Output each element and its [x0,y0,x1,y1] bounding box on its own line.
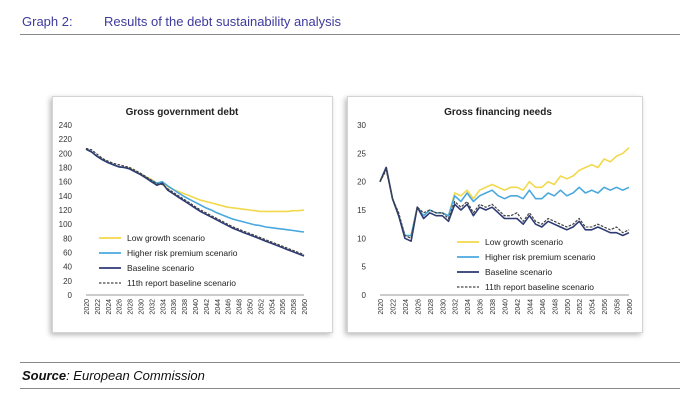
legend-label: Baseline scenario [127,263,194,273]
series-line-overlay-4 [85,147,305,256]
y-tick-label: 5 [362,263,367,272]
x-tick-label: 2020 [84,299,91,315]
legend-label: 11th report baseline scenario [127,278,236,288]
top-rule [20,34,680,35]
x-tick-label: 2036 [478,299,485,315]
y-tick-label: 180 [59,164,73,173]
y-tick-label: 10 [357,234,366,243]
x-tick-label: 2028 [428,299,435,315]
y-tick-label: 40 [63,263,72,272]
source-text: : European Commission [66,368,205,383]
x-tick-label: 2030 [440,299,447,315]
x-tick-label: 2022 [390,299,397,315]
y-tick-label: 60 [63,249,72,258]
series-line-4 [379,169,630,239]
y-tick-label: 20 [357,178,366,187]
y-tick-label: 220 [59,135,73,144]
x-tick-label: 2024 [403,299,410,315]
x-tick-label: 2036 [171,299,178,315]
series-line-1 [379,147,630,237]
x-tick-label: 2058 [291,299,298,315]
y-tick-label: 100 [59,220,73,229]
y-tick-label: 140 [59,192,73,201]
x-tick-label: 2026 [117,299,124,315]
y-tick-label: 80 [63,234,72,243]
x-tick-label: 2042 [204,299,211,315]
chart-title: Gross financing needs [444,107,552,118]
x-tick-label: 2020 [378,299,385,315]
graph-title-text: Results of the debt sustainability analy… [104,14,342,29]
x-tick-label: 2040 [503,299,510,315]
y-tick-label: 15 [357,206,366,215]
series-line-2 [379,166,630,237]
legend-label: Higher risk premium scenario [127,248,238,258]
series-line-3 [379,166,630,242]
x-tick-label: 2056 [602,299,609,315]
y-tick-label: 120 [59,206,73,215]
y-tick-label: 0 [362,291,367,300]
y-tick-label: 20 [63,277,72,286]
series-line-overlay-4 [379,168,630,240]
gfn-chart-panel [347,96,643,333]
x-tick-label: 2032 [149,299,156,315]
chart-title: Gross government debt [126,107,239,118]
y-tick-label: 30 [357,121,366,130]
debt-chart-panel [52,96,333,333]
graph-number: Graph 2: [22,14,73,29]
x-tick-label: 2030 [139,299,146,315]
x-tick-label: 2054 [269,299,276,315]
x-tick-label: 2034 [465,299,472,315]
y-tick-label: 0 [68,291,73,300]
x-tick-label: 2042 [515,299,522,315]
x-tick-label: 2048 [552,299,559,315]
series-line-2 [85,148,305,233]
series-line-3 [85,148,305,257]
gross-financing-needs-chart: Gross financing needs 0 5 10 15 20 25 30 2020 202… [357,107,634,315]
legend-label: Low growth scenario [485,237,563,247]
y-tick-label: 25 [357,149,366,158]
graph-title: Graph 2: Results of the debt sustainabili… [22,14,341,29]
source-label: Source [22,368,67,383]
gross-government-debt-chart: Gross government debt0204060801001201401… [59,107,309,315]
x-tick-label: 2060 [302,299,309,315]
x-tick-label: 2046 [540,299,547,315]
x-tick-label: 2022 [95,299,102,315]
x-tick-label: 2040 [193,299,200,315]
legend-label: Baseline scenario [485,267,552,277]
x-tick-label: 2056 [280,299,287,315]
x-tick-label: 2024 [106,299,113,315]
x-tick-label: 2050 [248,299,255,315]
y-tick-label: 200 [59,149,73,158]
legend-label: 11th report baseline scenario [485,282,594,292]
x-tick-label: 2044 [215,299,222,315]
x-tick-label: 2032 [453,299,460,315]
x-tick-label: 2038 [182,299,189,315]
y-tick-label: 160 [59,178,73,187]
x-tick-label: 2028 [128,299,135,315]
x-tick-label: 2046 [226,299,233,315]
x-tick-label: 2050 [565,299,572,315]
legend-label: Higher risk premium scenario [485,252,596,262]
x-tick-label: 2048 [237,299,244,315]
x-tick-label: 2054 [590,299,597,315]
x-tick-label: 2052 [258,299,265,315]
x-tick-label: 2044 [527,299,534,315]
x-tick-label: 2060 [627,299,634,315]
x-tick-label: 2034 [160,299,167,315]
x-tick-label: 2058 [615,299,622,315]
x-tick-label: 2052 [577,299,584,315]
bottom-rule-2 [20,388,680,389]
legend-label: Low growth scenario [127,233,205,243]
source-note: Source: European Commission [22,368,205,383]
x-tick-label: 2038 [490,299,497,315]
y-tick-label: 240 [59,121,73,130]
x-tick-label: 2026 [415,299,422,315]
bottom-rule [20,362,680,363]
